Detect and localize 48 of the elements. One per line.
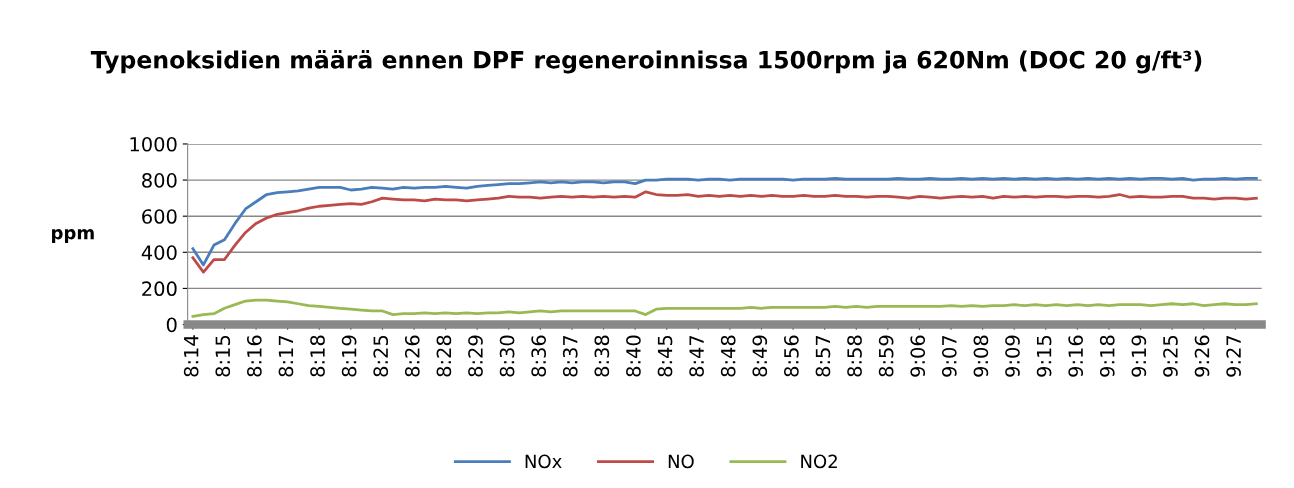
x-tick-label: 8:40 (626, 335, 641, 377)
x-tick-label: 8:59 (878, 335, 894, 377)
x-tick-label: 8:36 (531, 335, 547, 377)
x-tick-label: 9:19 (1131, 335, 1147, 377)
x-tick-label: 8:37 (562, 335, 578, 377)
x-tick-label: 8:25 (373, 335, 389, 377)
x-tick-label: 8:16 (247, 335, 262, 377)
x-tick-label: 9:16 (1068, 335, 1084, 377)
x-tick-label: 8:17 (278, 335, 294, 377)
x-tick-label: 9:15 (1036, 335, 1052, 377)
x-tick-label: 8:49 (752, 335, 768, 377)
x-tick-label: 8:15 (215, 335, 231, 377)
x-tick-label: 9:26 (1194, 335, 1210, 377)
x-tick-label: 9:25 (1163, 335, 1178, 377)
legend-label: NOx (525, 454, 562, 469)
x-tick-label: 8:56 (784, 335, 799, 377)
x-tick-label: 8:45 (657, 335, 673, 377)
line-series (191, 298, 1258, 318)
x-tick-label: 9:08 (973, 335, 989, 377)
x-tick-label: 9:07 (941, 335, 957, 377)
x-tick-label: 8:29 (468, 335, 483, 377)
y-axis-title: ppm (52, 229, 94, 243)
y-tick-label: 200 (142, 281, 177, 297)
x-tick-label: 8:48 (720, 335, 736, 377)
chart-title: Typenoksidien määrä ennen DPF regeneroinnissa 1500rpm ja 620Nm (DOC 20 g/ft³) (90, 50, 1202, 74)
x-tick-label: 8:58 (847, 335, 862, 377)
y-tick-label: 0 (166, 317, 177, 333)
line-series (191, 190, 1258, 274)
x-tick-label: 8:38 (594, 335, 610, 377)
legend-label: NO2 (801, 454, 837, 469)
legend-label: NO (668, 454, 694, 469)
x-tick-label: 9:27 (1226, 335, 1241, 377)
x-tick-label: 8:19 (341, 335, 357, 377)
y-tick-label: 600 (142, 209, 177, 224)
x-tick-label: 9:06 (910, 335, 926, 377)
y-tick-label: 1000 (130, 136, 177, 152)
y-tick-label: 400 (141, 245, 177, 260)
x-tick-label: 8:57 (815, 335, 831, 377)
x-tick-label: 9:18 (1099, 335, 1115, 377)
y-tick-label: 800 (142, 173, 177, 188)
x-tick-label: 8:14 (183, 335, 199, 377)
x-tick-label: 8:26 (404, 335, 420, 377)
x-tick-label: 8:47 (689, 335, 704, 377)
x-tick-label: 8:28 (436, 335, 452, 377)
x-tick-label: 9:09 (1005, 335, 1020, 377)
x-tick-label: 8:30 (499, 335, 515, 377)
x-tick-label: 8:18 (310, 335, 325, 377)
line-series (191, 176, 1258, 267)
